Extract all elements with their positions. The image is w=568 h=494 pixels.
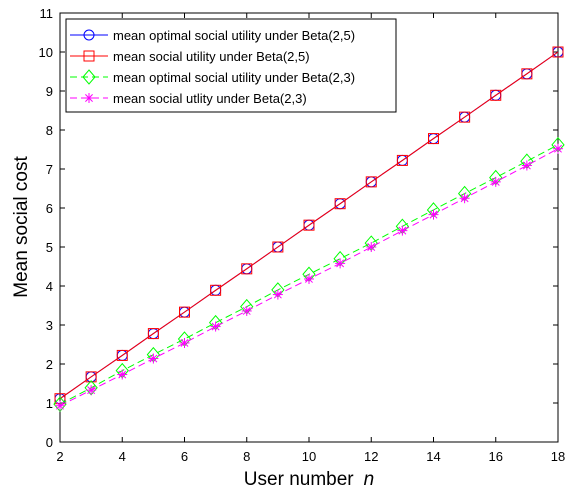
data-point-square bbox=[490, 89, 502, 101]
data-point-square bbox=[116, 349, 128, 361]
data-point-square bbox=[85, 371, 97, 383]
data-point-asterisk bbox=[55, 400, 65, 411]
x-tick-label: 10 bbox=[302, 449, 316, 464]
series-layer bbox=[53, 46, 565, 412]
x-tick-label: 6 bbox=[181, 449, 188, 464]
data-point-asterisk bbox=[86, 385, 97, 396]
x-tick-label: 4 bbox=[119, 449, 126, 464]
y-tick-label: 3 bbox=[46, 318, 53, 333]
y-tick-label: 10 bbox=[39, 45, 53, 60]
data-point-asterisk bbox=[335, 258, 346, 269]
data-point-square bbox=[272, 241, 284, 253]
data-point-asterisk bbox=[84, 93, 94, 103]
data-point-asterisk bbox=[210, 321, 221, 332]
y-tick-label: 7 bbox=[46, 162, 53, 177]
legend: mean optimal social utility under Beta(2… bbox=[65, 18, 397, 113]
data-point-asterisk bbox=[553, 143, 563, 154]
y-tick-label: 6 bbox=[46, 201, 53, 216]
y-tick-label: 2 bbox=[46, 357, 53, 372]
y-axis-title: Mean social cost bbox=[11, 156, 32, 298]
data-point-square bbox=[179, 306, 190, 318]
data-point-square bbox=[459, 111, 471, 123]
legend-label: mean social utility under Beta(2,5) bbox=[113, 49, 310, 64]
data-point-square bbox=[210, 284, 222, 296]
series-2 bbox=[54, 46, 564, 405]
x-tick-label: 14 bbox=[426, 449, 440, 464]
data-point-circle bbox=[83, 29, 95, 41]
data-point-asterisk bbox=[241, 305, 252, 316]
data-point-asterisk bbox=[272, 289, 283, 300]
data-point-square bbox=[396, 154, 408, 166]
y-tick-label: 11 bbox=[40, 6, 54, 21]
x-tick-label: 8 bbox=[243, 449, 250, 464]
y-tick-label: 5 bbox=[46, 240, 53, 255]
data-point-asterisk bbox=[521, 160, 532, 171]
data-point-diamond bbox=[53, 396, 67, 412]
legend-box bbox=[65, 18, 397, 113]
legend-item: mean social utlity under Beta(2,3) bbox=[70, 91, 307, 106]
x-axis-title: User number n bbox=[244, 469, 374, 490]
x-tick-label: 2 bbox=[56, 449, 63, 464]
data-point-square bbox=[521, 68, 533, 80]
x-tick-label: 16 bbox=[489, 449, 503, 464]
data-point-square bbox=[365, 176, 377, 188]
data-point-square bbox=[334, 198, 346, 210]
data-point-asterisk bbox=[148, 353, 159, 364]
x-tick-label: 12 bbox=[364, 449, 378, 464]
data-point-square bbox=[241, 263, 253, 275]
data-point-asterisk bbox=[459, 193, 470, 204]
series-line bbox=[59, 51, 559, 400]
x-axis-title-text: User number bbox=[244, 469, 354, 490]
data-point-asterisk bbox=[490, 176, 501, 187]
legend-label: mean optimal social utility under Beta(2… bbox=[113, 70, 355, 85]
x-axis-title-variable: n bbox=[364, 469, 375, 490]
data-point-asterisk bbox=[304, 273, 314, 284]
data-point-square bbox=[552, 46, 564, 58]
data-point-square bbox=[303, 219, 315, 231]
data-point-asterisk bbox=[117, 369, 128, 380]
y-tick-label: 1 bbox=[46, 396, 53, 411]
legend-item: mean optimal social utility under Beta(2… bbox=[70, 28, 355, 43]
series-4 bbox=[55, 143, 563, 411]
y-tick-label: 0 bbox=[46, 435, 53, 450]
y-tick-label: 4 bbox=[46, 279, 53, 294]
y-tick-label: 9 bbox=[46, 84, 53, 99]
legend-item: mean social utility under Beta(2,5) bbox=[70, 49, 310, 64]
data-point-asterisk bbox=[397, 225, 408, 236]
data-point-asterisk bbox=[428, 209, 439, 220]
data-point-diamond bbox=[82, 69, 96, 85]
data-point-square bbox=[83, 50, 95, 62]
data-point-square bbox=[147, 328, 159, 340]
legend-item: mean optimal social utility under Beta(2… bbox=[70, 69, 355, 85]
legend-label: mean optimal social utility under Beta(2… bbox=[113, 28, 355, 43]
data-point-asterisk bbox=[366, 242, 377, 252]
y-tick-label: 8 bbox=[46, 123, 53, 138]
data-point-asterisk bbox=[179, 337, 190, 348]
x-tick-label: 18 bbox=[551, 449, 565, 464]
legend-label: mean social utlity under Beta(2,3) bbox=[113, 91, 307, 106]
data-point-square bbox=[428, 133, 439, 145]
